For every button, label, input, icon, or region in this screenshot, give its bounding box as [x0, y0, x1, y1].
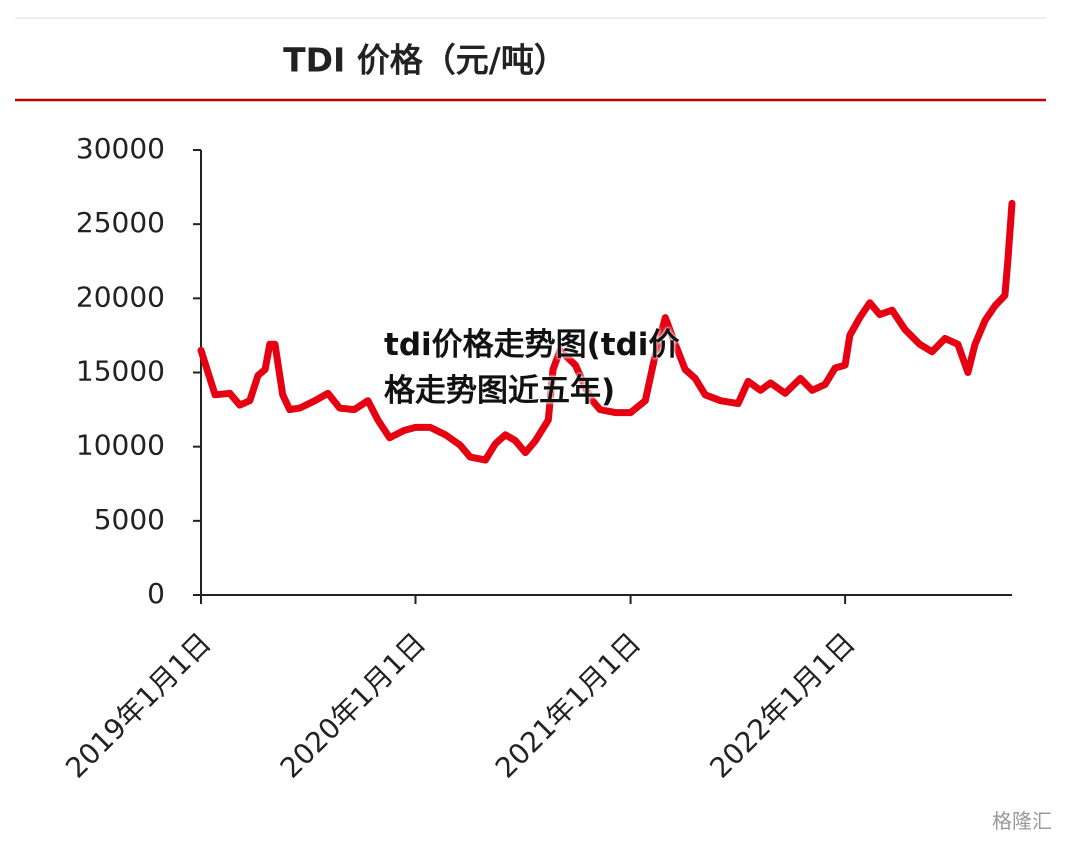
x-tick-label: 2021年1月1日 — [489, 626, 647, 784]
x-tick-label: 2020年1月1日 — [274, 626, 432, 784]
overlay-text: tdi价格走势图(tdi价格走势图近五年) — [384, 327, 680, 409]
x-tick-label: 2022年1月1日 — [703, 626, 861, 784]
y-tick-label: 0 — [147, 577, 165, 610]
watermark: 格隆汇 — [992, 809, 1052, 833]
chart-title: TDI 价格（元/吨） — [283, 41, 567, 80]
y-tick-label: 30000 — [76, 132, 165, 165]
y-tick-label: 25000 — [76, 206, 165, 239]
x-tick-label: 2019年1月1日 — [59, 626, 217, 784]
y-tick-label: 5000 — [94, 503, 165, 536]
y-tick-label: 10000 — [76, 429, 165, 462]
y-tick-label: 20000 — [76, 280, 165, 313]
line — [197, 199, 1016, 464]
y-tick-label: 15000 — [76, 355, 165, 388]
